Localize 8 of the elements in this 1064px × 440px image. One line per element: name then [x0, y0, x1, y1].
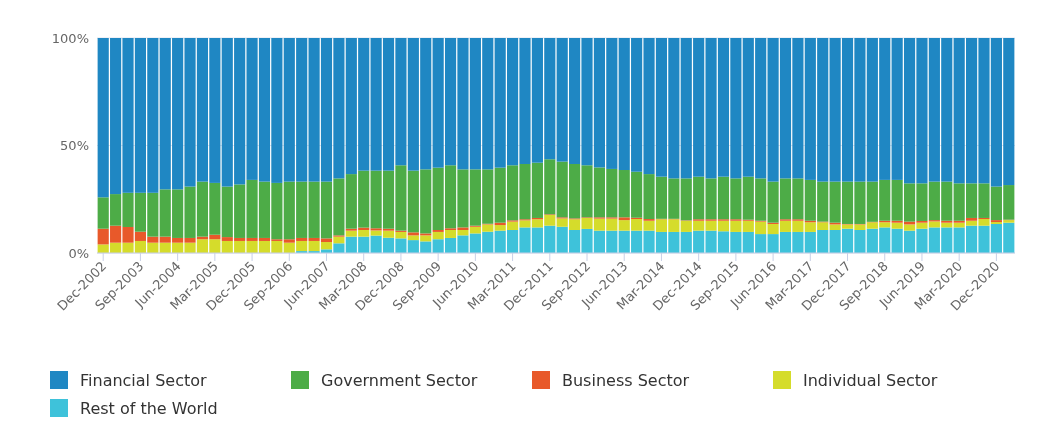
y-tick-label: 0% — [68, 245, 89, 261]
y-tick-label: 100% — [51, 30, 89, 46]
legend-label: Business Sector — [562, 370, 690, 390]
legend-label: Individual Sector — [803, 370, 938, 390]
legend-label: Financial Sector — [80, 370, 208, 390]
legend-label: Government Sector — [321, 370, 478, 390]
legend-label: Rest of the World — [80, 398, 218, 418]
y-tick-label: 50% — [60, 138, 89, 154]
